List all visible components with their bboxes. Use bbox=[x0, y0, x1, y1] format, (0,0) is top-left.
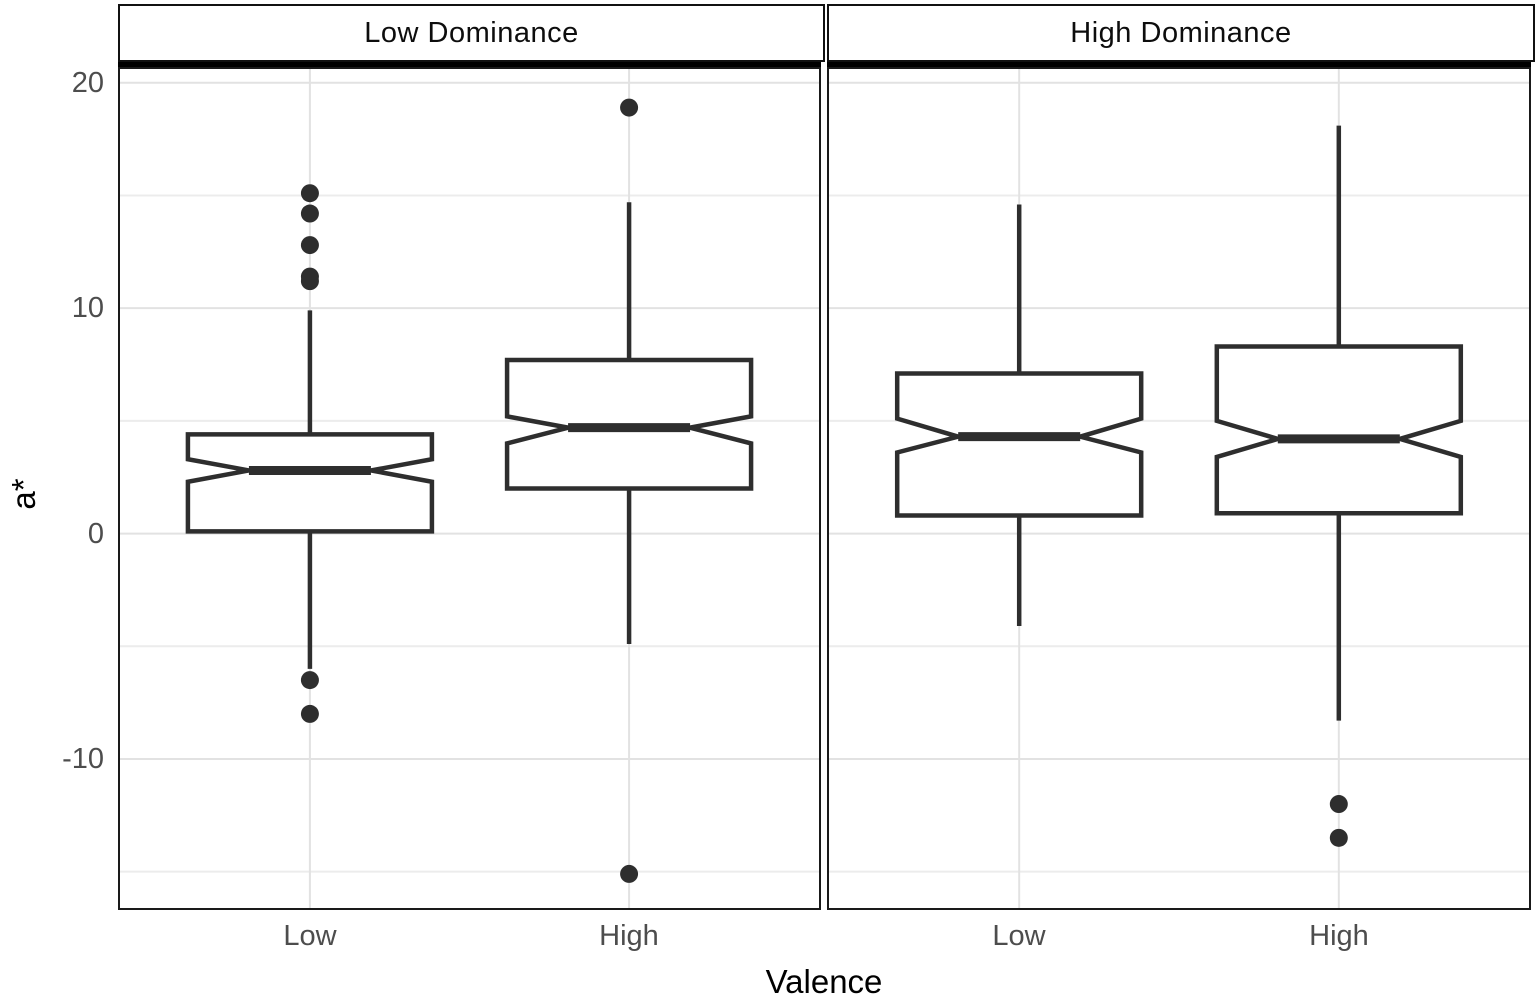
panel-top-border bbox=[118, 62, 821, 67]
panel-border bbox=[118, 67, 821, 910]
outlier-dot bbox=[300, 236, 319, 255]
x-tick-label: High bbox=[1309, 920, 1369, 952]
outlier-dot bbox=[620, 98, 639, 117]
box-body bbox=[185, 432, 435, 534]
strip-label: Low Dominance bbox=[364, 16, 579, 49]
box-body bbox=[1214, 344, 1464, 516]
facet-strip-high-dominance: High Dominance bbox=[827, 4, 1535, 62]
panel-low-dominance bbox=[118, 67, 821, 910]
facet-strip-low-dominance: Low Dominance bbox=[118, 4, 825, 62]
outlier-dot bbox=[300, 184, 319, 203]
y-tick-label-20: 20 bbox=[71, 67, 104, 99]
outlier-dot bbox=[1329, 795, 1348, 814]
y-tick-label-0: 0 bbox=[87, 518, 104, 550]
panel-top-border bbox=[827, 62, 1531, 67]
x-tick-label: High bbox=[599, 920, 659, 952]
strip-label: High Dominance bbox=[1070, 16, 1292, 49]
panel-border bbox=[827, 67, 1531, 910]
x-tick-label: Low bbox=[992, 920, 1046, 952]
outlier-dot bbox=[300, 671, 319, 690]
y-tick-label-10: 10 bbox=[71, 292, 104, 324]
outlier-dot bbox=[1329, 828, 1348, 847]
y-tick-label-m10: -10 bbox=[62, 743, 104, 775]
x-axis-title: Valence bbox=[765, 963, 883, 1000]
box-body bbox=[894, 371, 1144, 518]
outlier-dot bbox=[300, 704, 319, 723]
outlier-dot bbox=[620, 864, 639, 883]
x-tick-label: Low bbox=[283, 920, 337, 952]
panel-high-dominance bbox=[827, 67, 1531, 910]
outlier-dot bbox=[300, 272, 319, 291]
outlier-dot bbox=[300, 204, 319, 223]
